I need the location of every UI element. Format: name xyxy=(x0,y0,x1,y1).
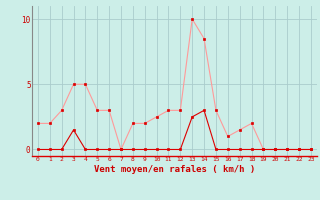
X-axis label: Vent moyen/en rafales ( km/h ): Vent moyen/en rafales ( km/h ) xyxy=(94,165,255,174)
